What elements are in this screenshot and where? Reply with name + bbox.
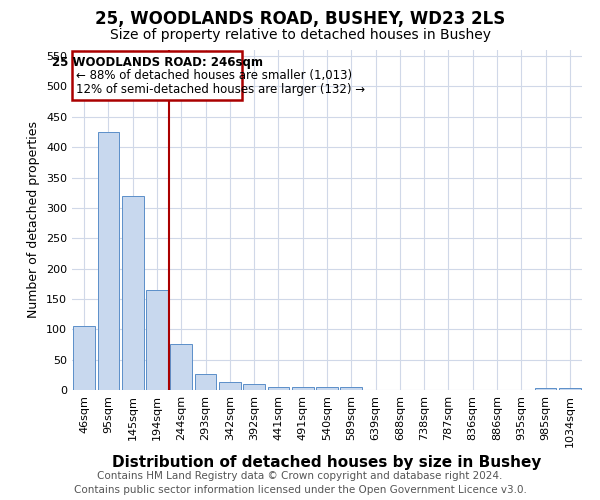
Bar [535, 388, 556, 390]
Bar [219, 382, 241, 390]
Text: ← 88% of detached houses are smaller (1,013): ← 88% of detached houses are smaller (1,… [76, 70, 352, 82]
Bar [268, 387, 289, 390]
Bar [170, 344, 192, 390]
Bar [340, 387, 362, 390]
Bar [146, 290, 168, 390]
Bar [194, 374, 217, 390]
FancyBboxPatch shape [73, 51, 242, 100]
Text: Size of property relative to detached houses in Bushey: Size of property relative to detached ho… [110, 28, 491, 42]
X-axis label: Distribution of detached houses by size in Bushey: Distribution of detached houses by size … [112, 455, 542, 470]
Bar [559, 388, 581, 390]
Text: 12% of semi-detached houses are larger (132) →: 12% of semi-detached houses are larger (… [76, 83, 365, 96]
Bar [243, 384, 265, 390]
Bar [292, 387, 314, 390]
Y-axis label: Number of detached properties: Number of detached properties [28, 122, 40, 318]
Bar [73, 326, 95, 390]
Text: 25, WOODLANDS ROAD, BUSHEY, WD23 2LS: 25, WOODLANDS ROAD, BUSHEY, WD23 2LS [95, 10, 505, 28]
Bar [316, 387, 338, 390]
Bar [122, 196, 143, 390]
Text: 25 WOODLANDS ROAD: 246sqm: 25 WOODLANDS ROAD: 246sqm [52, 56, 263, 68]
Text: Contains HM Land Registry data © Crown copyright and database right 2024.
Contai: Contains HM Land Registry data © Crown c… [74, 471, 526, 495]
Bar [97, 132, 119, 390]
